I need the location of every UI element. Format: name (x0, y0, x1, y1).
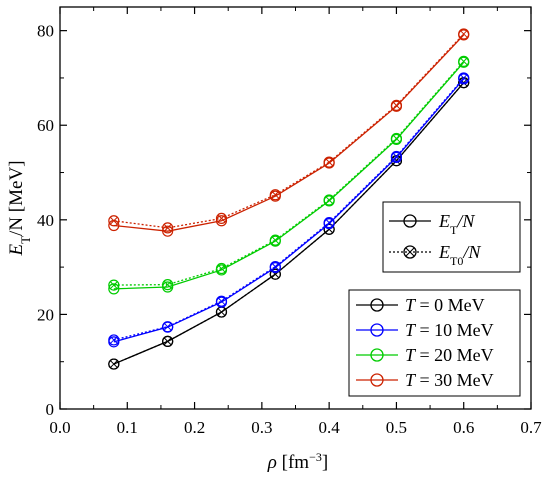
series-layer (108, 28, 470, 370)
x-tick-label: 0.1 (117, 418, 138, 437)
point-ET0-cross (217, 308, 226, 316)
point-ET (108, 219, 120, 232)
point-ET0-cross (271, 262, 280, 271)
style-legend-marker-dotted (403, 245, 417, 259)
style-legend-label-dotted: ET0/N (438, 242, 481, 268)
color-legend-label: T = 30 MeV (405, 370, 494, 390)
point-ET0-cross (459, 57, 468, 66)
point-ET0-cross (325, 218, 333, 227)
series-line-ET0 (113, 33, 465, 229)
point-ET0 (108, 215, 120, 227)
x-tick-label: 0.0 (49, 418, 70, 437)
point-ET (162, 281, 174, 293)
point-ET (162, 225, 174, 237)
point-ET (269, 261, 281, 274)
color-legend-label: T = 0 MeV (405, 295, 485, 315)
series-1 (108, 72, 470, 348)
point-ET0-cross (271, 236, 280, 245)
point-ET (390, 133, 403, 146)
color-legend-box (348, 289, 521, 397)
point-ET (269, 268, 281, 280)
point-ET (108, 336, 120, 348)
color-legend-label: T = 20 MeV (405, 345, 494, 365)
point-ET0-cross (325, 196, 333, 204)
x-tick-label: 0.7 (520, 418, 542, 437)
x-tick-label: 0.5 (386, 418, 407, 437)
point-ET0-cross (459, 30, 468, 38)
style-legend-marker-dotted-cross (405, 247, 415, 257)
style-legend-box (382, 201, 521, 273)
point-ET (390, 100, 403, 112)
y-tick-label: 0 (46, 400, 55, 419)
point-ET (162, 321, 174, 333)
y-axis-title: ET/N [MeV] (6, 160, 33, 256)
color-legend-rows: T = 0 MeV T = 10 MeV T = 20 MeV T = 30 MeV (356, 295, 494, 390)
point-ET (269, 190, 281, 202)
point-ET (323, 195, 335, 207)
point-ET0-cross (459, 74, 468, 82)
point-ET (390, 151, 403, 163)
point-ET0-cross (392, 101, 401, 110)
color-legend-marker (370, 323, 384, 337)
point-ET0-cross (163, 337, 172, 346)
point-ET (458, 73, 470, 85)
series-line-ET (113, 61, 465, 290)
point-ET0-cross (163, 224, 172, 232)
point-ET (323, 218, 335, 230)
color-legend-label: T = 10 MeV (405, 320, 494, 340)
series-3 (108, 28, 470, 237)
point-ET0-cross (217, 297, 226, 306)
style-legend-label-solid: ET/N (438, 211, 475, 237)
point-ET0-cross (109, 360, 118, 368)
axis-ticks: 0.0 0.1 0.2 0.3 0.4 0.5 0.6 0.7 0 20 40 60 80 (37, 7, 542, 437)
color-legend-marker (370, 298, 384, 312)
point-ET (458, 29, 470, 41)
y-tick-label: 40 (37, 211, 54, 230)
point-ET0-cross (109, 281, 118, 289)
point-ET (162, 335, 174, 347)
x-axis-title: ρ [fm−3] (267, 450, 328, 473)
y-tick-label: 60 (37, 116, 54, 135)
color-legend-marker (370, 373, 384, 387)
x-tick-label: 0.4 (319, 418, 341, 437)
y-tick-label: 20 (37, 305, 54, 324)
point-ET (215, 264, 228, 276)
point-ET0-cross (325, 158, 333, 166)
point-ET0-cross (392, 134, 401, 143)
point-ET (108, 358, 120, 370)
x-tick-label: 0.2 (184, 418, 205, 437)
series-2 (108, 55, 470, 295)
style-legend-marker-solid (403, 214, 417, 228)
series-line-ET (113, 34, 465, 232)
x-tick-label: 0.6 (453, 418, 474, 437)
color-legend: T = 0 MeV T = 10 MeV T = 20 MeV T = 30 MeV (348, 289, 521, 397)
x-tick-label: 0.3 (251, 418, 272, 437)
point-ET0 (162, 222, 174, 234)
point-ET0-cross (163, 322, 172, 331)
point-ET (269, 235, 281, 247)
point-ET (458, 56, 470, 68)
point-ET0 (108, 279, 120, 291)
point-ET (108, 283, 120, 295)
point-ET0-cross (392, 152, 401, 161)
point-ET (323, 157, 335, 169)
color-legend-marker (370, 348, 384, 362)
point-ET (215, 215, 228, 227)
y-tick-label: 80 (37, 22, 54, 41)
point-ET (215, 296, 228, 308)
style-legend: ET/N ET0/N (382, 201, 521, 273)
